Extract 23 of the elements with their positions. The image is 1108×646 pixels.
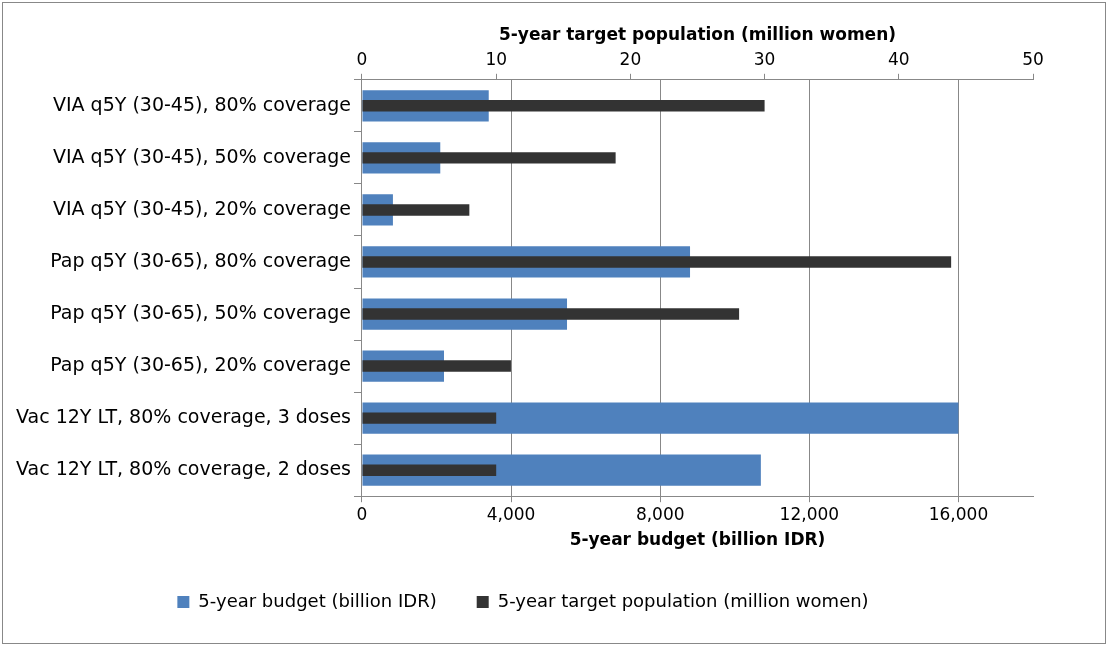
x-tick-label: 16,000	[928, 503, 989, 524]
x2-tick-label: 30	[753, 49, 776, 70]
x-axis-title: 5-year budget (billion IDR)	[569, 529, 826, 550]
y-tick-label: Pap q5Y (30-65), 80% coverage	[50, 248, 351, 271]
legend-label: 5-year target population (million women)	[497, 589, 869, 611]
x-tick-label: 4,000	[486, 503, 536, 524]
y-tick-label: Pap q5Y (30-65), 20% coverage	[50, 353, 351, 376]
legend-label: 5-year budget (billion IDR)	[198, 589, 437, 611]
x2-tick-label: 0	[356, 49, 368, 70]
y-tick-label: Vac 12Y LT, 80% coverage, 3 doses	[15, 405, 351, 428]
y-tick-label: Pap q5Y (30-65), 50% coverage	[50, 300, 351, 323]
x-tick-label: 0	[356, 503, 368, 524]
y-tick-label: VIA q5Y (30-45), 50% coverage	[52, 144, 351, 167]
x-tick-label: 12,000	[779, 503, 840, 524]
x-tick-label: 8,000	[635, 503, 685, 524]
y-tick-label: VIA q5Y (30-45), 20% coverage	[52, 196, 351, 219]
y-tick-label: VIA q5Y (30-45), 80% coverage	[52, 92, 351, 115]
x2-tick-label: 50	[1022, 49, 1044, 70]
x2-tick-label: 40	[887, 49, 910, 70]
x2-tick-label: 10	[485, 49, 508, 70]
x2-tick-label: 20	[619, 49, 642, 70]
y-tick-label: Vac 12Y LT, 80% coverage, 2 doses	[15, 457, 351, 480]
x2-axis-title: 5-year target population (million women)	[498, 23, 897, 44]
